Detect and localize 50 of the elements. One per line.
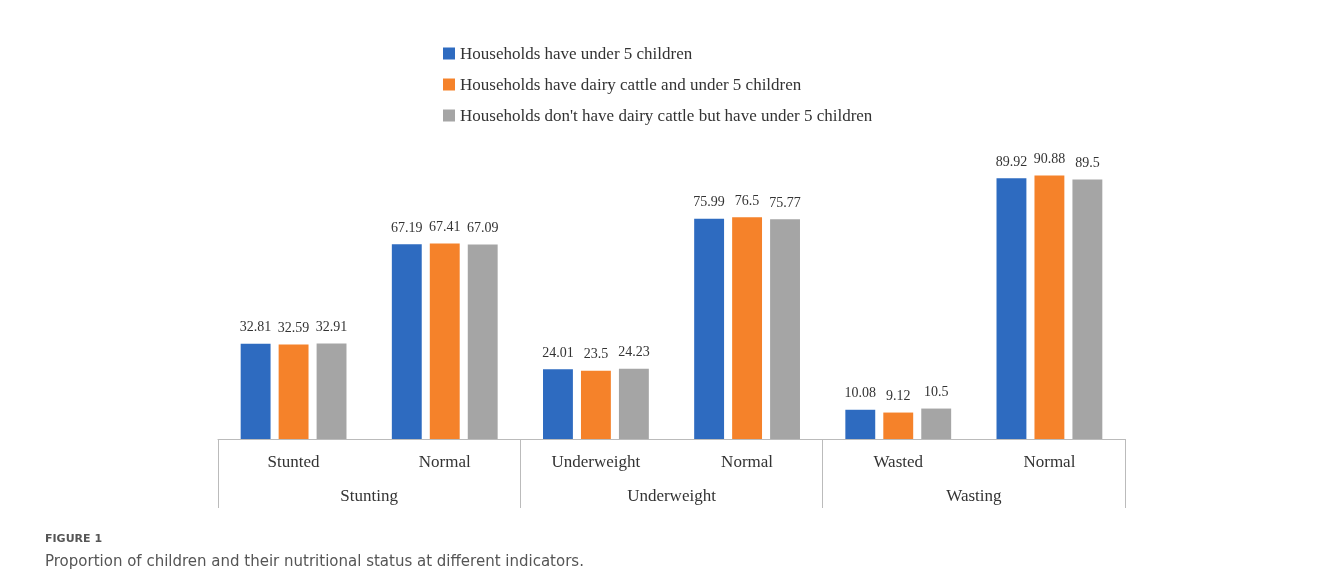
x-tick-label: Normal [418, 452, 471, 471]
data-label: 75.77 [769, 194, 801, 210]
bar [732, 217, 763, 439]
legend-label: Households have dairy cattle and under 5 children [460, 75, 802, 94]
text: Wasting [946, 486, 1002, 505]
data-label: 10.5 [923, 384, 949, 400]
text: Proportion of children and their nutritional status at different indicators. [45, 551, 584, 570]
bar [391, 244, 422, 439]
x-tick-label: Stunted [267, 452, 321, 471]
bar [429, 243, 460, 439]
data-label: 10.08 [844, 385, 877, 401]
legend-label: Households don't have dairy cattle but have under 5 children [460, 106, 873, 125]
data-label: 67.41 [429, 219, 461, 235]
data-label: 89.92 [995, 153, 1028, 169]
bar [278, 344, 309, 439]
data-label: 32.59 [277, 319, 310, 335]
data-label: 76.5 [734, 192, 760, 208]
text: FIGURE 1 [45, 532, 103, 545]
bar [580, 370, 611, 439]
bar [543, 369, 573, 439]
bar [921, 408, 952, 439]
bar [240, 343, 271, 439]
bar [316, 343, 347, 439]
data-label: 24.01 [542, 344, 574, 360]
bar [883, 412, 914, 439]
data-label: 67.09 [466, 219, 499, 235]
bar [770, 219, 800, 439]
x-tick-label: Normal [721, 452, 774, 471]
data-label: 9.12 [886, 388, 911, 404]
data-label: 67.19 [391, 219, 423, 235]
data-label: 23.5 [583, 346, 609, 362]
bar [1034, 175, 1065, 439]
data-label: 32.81 [239, 319, 272, 335]
data-label: 24.23 [618, 344, 650, 360]
x-tick-label: Underweight [551, 452, 641, 471]
text: Underweight [627, 486, 717, 505]
text: Stunting [340, 486, 399, 505]
x-tick-label: Wasted [873, 452, 924, 471]
bar [996, 178, 1027, 439]
data-label: 75.99 [693, 194, 725, 210]
bar [694, 218, 725, 439]
data-label: 89.5 [1075, 154, 1100, 170]
bar [1072, 179, 1103, 439]
bar [467, 244, 498, 439]
legend-label: Households have under 5 children [460, 44, 693, 63]
data-label: 32.91 [315, 319, 348, 335]
bar [845, 409, 876, 439]
bar [618, 368, 649, 439]
x-tick-label: Normal [1023, 452, 1076, 471]
data-label: 90.88 [1033, 150, 1066, 166]
